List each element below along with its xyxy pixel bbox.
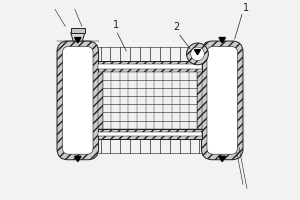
Text: 1: 1 [113, 20, 119, 30]
FancyBboxPatch shape [62, 47, 93, 154]
Bar [103, 72, 197, 129]
FancyBboxPatch shape [207, 47, 238, 154]
Text: 1: 1 [243, 3, 250, 13]
Text: 2: 2 [174, 22, 180, 32]
Polygon shape [219, 156, 225, 162]
Polygon shape [71, 33, 85, 41]
Polygon shape [194, 50, 200, 55]
Bar [197, 72, 202, 129]
Polygon shape [75, 38, 81, 43]
FancyBboxPatch shape [201, 41, 243, 160]
Circle shape [187, 43, 208, 65]
Bar [98, 72, 103, 129]
Bar [98, 61, 202, 72]
Bar [71, 28, 85, 33]
FancyBboxPatch shape [57, 41, 99, 160]
Circle shape [191, 47, 204, 61]
Bar [98, 129, 202, 139]
Polygon shape [219, 38, 225, 43]
Bar [98, 64, 202, 69]
Polygon shape [75, 156, 81, 162]
Bar [98, 132, 202, 136]
